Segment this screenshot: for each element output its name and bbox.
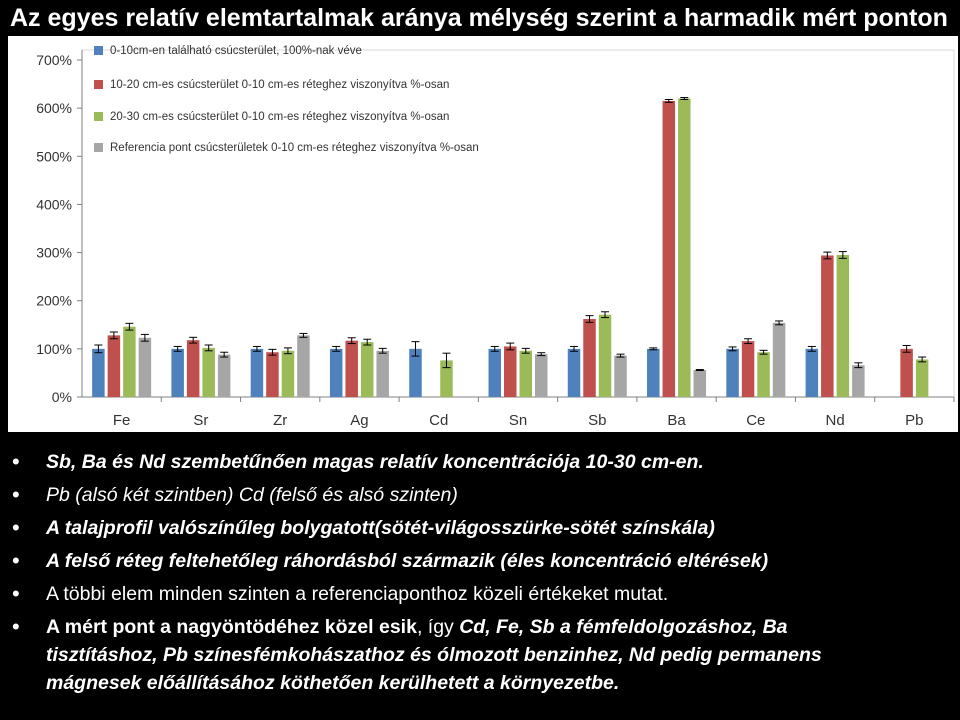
bullet-item: tisztításhoz, Pb színesfémkohászathoz és… [0, 641, 960, 669]
bar [836, 254, 850, 397]
bar [567, 348, 581, 397]
x-tick-label: Cd [429, 412, 448, 429]
bar [757, 352, 770, 397]
legend-label: 10-20 cm-es csúcsterület 0-10 cm-es réte… [110, 79, 449, 91]
bar [138, 337, 152, 397]
legend-swatch [94, 80, 103, 89]
legend-label: 20-30 cm-es csúcsterület 0-10 cm-es réte… [110, 111, 449, 123]
bar [488, 348, 501, 397]
bullet-text: , így [416, 616, 460, 638]
bar [440, 360, 453, 397]
bar [297, 335, 310, 397]
x-tick-label: Zr [273, 412, 287, 429]
x-tick-label: Nd [825, 412, 844, 429]
legend-swatch [94, 143, 103, 152]
bullet-text: tisztításhoz, Pb színesfémkohászathoz és… [46, 644, 822, 666]
legend-label: Referencia pont csúcsterületek 0-10 cm-e… [110, 142, 479, 154]
bar [171, 348, 184, 397]
bar [915, 359, 929, 397]
bar [821, 255, 834, 397]
bar [647, 348, 660, 397]
chart-panel: 0% 100% 200% 300% 400% 500% 600% 700% Fe Sr Zr Ag Cd… [8, 36, 958, 432]
bar [345, 340, 358, 397]
bar [741, 341, 755, 397]
bullet-list: Sb, Ba és Nd szembetűnően magas relatív … [0, 448, 960, 702]
bar [583, 319, 596, 397]
bullet-item: A többi elem minden szinten a referencia… [0, 580, 960, 608]
x-tick-label: Ba [667, 412, 686, 429]
y-tick-label: 200% [36, 293, 72, 309]
y-tick-label: 100% [36, 341, 72, 357]
y-tick-label: 600% [36, 100, 72, 116]
x-tick-label: Fe [113, 412, 131, 429]
bullet-item: A felső réteg feltehetőleg ráhordásból s… [0, 547, 960, 575]
bar [614, 355, 627, 397]
bar [805, 348, 819, 397]
bar [329, 348, 343, 397]
bar [900, 348, 913, 397]
bar [186, 340, 200, 397]
bar [852, 365, 865, 397]
x-tick-label: Sr [193, 412, 208, 429]
bar [107, 335, 121, 397]
y-tick-label: 700% [36, 52, 72, 68]
legend-swatch [94, 46, 103, 55]
bar [123, 326, 136, 397]
x-tick-label: Sn [509, 412, 527, 429]
bar [250, 348, 264, 397]
bullet-text: A többi elem minden szinten a referencia… [46, 583, 669, 605]
legend-swatch [94, 112, 103, 121]
bar [598, 314, 612, 397]
bullet-text: A talajprofil valószínűleg bolygatott(sö… [46, 517, 715, 539]
bar [726, 348, 739, 397]
bar [519, 350, 532, 397]
x-tick-label: Sb [588, 412, 606, 429]
x-tick-label: Pb [905, 412, 923, 429]
y-tick-label: 300% [36, 245, 72, 261]
x-tick-label: Ag [350, 412, 368, 429]
bullet-text: Sb, Ba és Nd szembetűnően magas relatív … [46, 451, 704, 473]
bullet-item: Pb (alsó két szintben) Cd (felső és alsó… [0, 481, 960, 509]
bullet-item: mágnesek előállításához köthetően kerülh… [0, 669, 960, 697]
bullet-text: Cd, Fe, Sb a fémfeldolgozáshoz, Ba [459, 616, 788, 638]
bar [281, 350, 295, 397]
bar [504, 346, 517, 397]
bullet-text: mágnesek előállításához köthetően kerülh… [46, 672, 620, 694]
y-tick-label: 500% [36, 148, 72, 164]
bar [360, 342, 374, 397]
legend-label: 0-10cm-en található csúcsterület, 100%-n… [110, 45, 362, 57]
y-tick-label: 0% [52, 389, 72, 405]
bar-chart: 0% 100% 200% 300% 400% 500% 600% 700% Fe Sr Zr Ag Cd… [36, 45, 955, 429]
bar [409, 348, 422, 397]
x-tick-label: Ce [746, 412, 765, 429]
bullet-text: A felső réteg feltehetőleg ráhordásból s… [46, 550, 769, 572]
bar [662, 100, 676, 398]
bullet-item: A talajprofil valószínűleg bolygatott(sö… [0, 514, 960, 542]
bullet-text: Pb (alsó két szintben) Cd (felső és alsó… [46, 484, 458, 506]
bar [693, 370, 707, 397]
bar [202, 347, 215, 397]
bullet-item: A mért pont a nagyöntödéhez közel esik, … [0, 613, 960, 641]
page-title: Az egyes relatív elemtartalmak aránya mé… [10, 4, 948, 32]
bar [678, 98, 691, 397]
bar [376, 350, 389, 397]
bar [92, 348, 105, 397]
bullet-item: Sb, Ba és Nd szembetűnően magas relatív … [0, 448, 960, 476]
bar [217, 354, 231, 397]
bullet-text: A mért pont a nagyöntödéhez közel esik [46, 616, 417, 638]
y-tick-label: 400% [36, 196, 72, 212]
bar [266, 352, 279, 397]
bar [772, 322, 786, 397]
bar [535, 354, 548, 397]
